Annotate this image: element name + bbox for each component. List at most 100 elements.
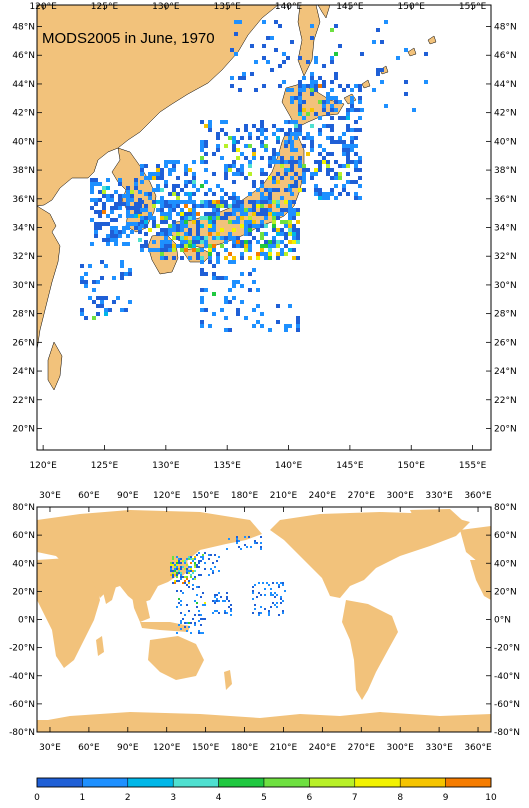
lat-label: -80°N: [494, 728, 520, 738]
obs-cell: [190, 574, 192, 576]
lat-label: 80°N: [494, 503, 517, 513]
obs-cell: [80, 276, 84, 280]
obs-cell: [302, 136, 306, 140]
obs-cell: [172, 574, 174, 576]
obs-cell: [258, 592, 260, 594]
obs-cell: [310, 88, 314, 92]
obs-cell: [110, 238, 114, 242]
obs-cell: [152, 220, 156, 224]
obs-cell: [178, 570, 180, 572]
obs-cell: [256, 188, 260, 192]
obs-cell: [224, 216, 228, 220]
colorbar-swatch: [263, 777, 310, 788]
obs-cell: [290, 132, 294, 136]
obs-cell: [354, 152, 358, 156]
obs-cell: [302, 84, 306, 88]
obs-cell: [342, 188, 346, 192]
obs-cell: [198, 610, 200, 612]
obs-cell: [318, 116, 322, 120]
obs-cell: [106, 242, 110, 246]
obs-cell: [330, 60, 334, 64]
obs-cell: [240, 208, 244, 212]
obs-cell: [144, 208, 148, 212]
obs-cell: [294, 160, 298, 164]
obs-cell: [130, 198, 134, 202]
obs-cell: [200, 268, 204, 272]
obs-cell: [144, 220, 148, 224]
obs-cell: [252, 592, 254, 594]
obs-cell: [278, 24, 282, 28]
obs-cell: [190, 622, 192, 624]
obs-cell: [270, 36, 274, 40]
obs-cell: [88, 264, 92, 268]
lon-label: 125°E: [91, 2, 119, 12]
obs-cell: [216, 610, 218, 612]
lon-label: 140°E: [275, 2, 303, 12]
obs-cell: [128, 272, 132, 276]
obs-cell: [114, 226, 118, 230]
obs-cell: [288, 240, 292, 244]
obs-cell: [264, 256, 268, 260]
obs-cell: [338, 84, 342, 88]
obs-cell: [302, 100, 306, 104]
obs-cell: [278, 584, 280, 586]
obs-cell: [102, 186, 106, 190]
obs-cell: [248, 240, 252, 244]
obs-cell: [170, 566, 172, 568]
obs-cell: [276, 232, 280, 236]
obs-cell: [252, 208, 256, 212]
obs-cell: [384, 104, 388, 108]
obs-cell: [184, 236, 188, 240]
obs-cell: [140, 248, 144, 252]
obs-cell: [252, 612, 254, 614]
obs-cell: [322, 148, 326, 152]
lon-label: 330°E: [425, 743, 453, 753]
obs-cell: [216, 132, 220, 136]
obs-cell: [342, 152, 346, 156]
obs-cell: [114, 218, 118, 222]
obs-cell: [322, 124, 326, 128]
lat-label: 22°N: [494, 396, 517, 406]
obs-cell: [180, 566, 182, 568]
obs-cell: [122, 226, 126, 230]
obs-cell: [214, 600, 216, 602]
obs-cell: [164, 256, 168, 260]
obs-cell: [114, 206, 118, 210]
obs-cell: [280, 602, 282, 604]
obs-cell: [172, 164, 176, 168]
obs-cell: [412, 108, 416, 112]
obs-cell: [122, 242, 126, 246]
obs-cell: [244, 144, 248, 148]
obs-cell: [216, 236, 220, 240]
obs-cell: [214, 596, 216, 598]
obs-cell: [290, 144, 294, 148]
obs-cell: [196, 594, 198, 596]
obs-cell: [200, 236, 204, 240]
obs-cell: [180, 578, 182, 580]
obs-cell: [172, 572, 174, 574]
obs-cell: [298, 112, 302, 116]
obs-cell: [176, 200, 180, 204]
obs-cell: [288, 232, 292, 236]
obs-cell: [338, 116, 342, 120]
obs-cell: [130, 214, 134, 218]
obs-cell: [200, 288, 204, 292]
obs-cell: [424, 52, 428, 56]
obs-cell: [310, 36, 314, 40]
obs-cell: [168, 208, 172, 212]
obs-cell: [216, 204, 220, 208]
obs-cell: [244, 240, 248, 244]
obs-cell: [204, 160, 208, 164]
obs-cell: [310, 24, 314, 28]
lon-label: 360°E: [464, 491, 492, 501]
obs-cell: [188, 168, 192, 172]
obs-cell: [338, 172, 342, 176]
obs-cell: [130, 194, 134, 198]
obs-cell: [294, 184, 298, 188]
obs-cell: [216, 136, 220, 140]
obs-cell: [178, 562, 180, 564]
obs-cell: [214, 554, 216, 556]
obs-cell: [176, 196, 180, 200]
obs-cell: [310, 148, 314, 152]
